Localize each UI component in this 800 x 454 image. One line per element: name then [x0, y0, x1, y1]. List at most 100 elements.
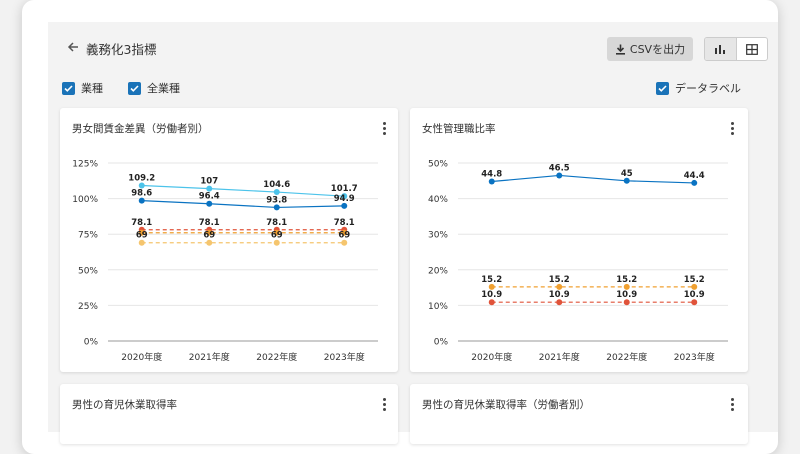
data-label: 46.5: [549, 163, 570, 173]
data-point: [273, 229, 280, 236]
data-label: 15.2: [616, 275, 637, 285]
y-tick-label: 75%: [78, 231, 98, 241]
data-point: [206, 229, 213, 236]
data-point: [206, 239, 213, 246]
series-line: [491, 174, 695, 184]
data-point: [138, 239, 145, 246]
data-label: 69: [338, 231, 350, 241]
y-tick-label: 25%: [78, 302, 98, 312]
y-tick-label: 40%: [428, 195, 448, 205]
checkbox-checked-icon: [656, 81, 669, 95]
more-vert-icon[interactable]: [726, 395, 738, 413]
childcare-leave-by-worker-card-title: 男性の育児休業取得率（労働者別）: [422, 399, 590, 411]
data-label: 69: [271, 231, 283, 241]
data-label: 45: [621, 169, 633, 179]
childcare-leave-card-title: 男性の育児休業取得率: [72, 399, 177, 411]
data-point: [556, 299, 563, 306]
data-label: 44.8: [481, 170, 502, 180]
data-label: 94.9: [334, 194, 355, 204]
female-manager-card: 女性管理職比率 0% 10% 20% 30% 40% 50% 2020年度 2021年度 202…: [410, 108, 748, 372]
data-label: 44.4: [684, 171, 705, 181]
data-point: [273, 189, 280, 196]
data-point: [341, 193, 348, 200]
female-manager-chart: 0% 10% 20% 30% 40% 50% 2020年度 2021年度 2022年度 2023年…: [428, 160, 728, 363]
data-label: 101.7: [331, 184, 358, 194]
data-label: 15.2: [481, 275, 502, 285]
data-point: [623, 299, 630, 306]
data-point: [138, 229, 145, 236]
y-tick-label: 20%: [428, 266, 448, 276]
wage-gap-card: 男女間賃金差異（労働者別） 0% 25% 50% 75% 100% 125% 2020年度 2…: [60, 108, 398, 372]
data-label-checkbox-label: データラベル: [675, 82, 741, 95]
data-label: 109.2: [128, 173, 155, 183]
y-tick-label: 50%: [78, 266, 98, 276]
data-label: 10.9: [684, 290, 705, 300]
data-label: 93.8: [266, 195, 287, 205]
more-vert-icon[interactable]: [378, 395, 390, 413]
childcare-leave-card: 男性の育児休業取得率: [60, 384, 398, 444]
table-grid-icon: [745, 43, 758, 55]
series-line: [141, 184, 345, 197]
industry-checkbox-label: 業種: [81, 82, 103, 95]
x-tick-label: 2023年度: [674, 351, 715, 363]
more-vert-icon[interactable]: [726, 119, 738, 137]
x-tick-label: 2022年度: [256, 351, 297, 363]
data-point: [488, 178, 495, 185]
data-label: 78.1: [199, 218, 220, 228]
data-point: [623, 177, 630, 184]
female-manager-card-title: 女性管理職比率: [422, 123, 496, 135]
chart-view-button[interactable]: [705, 38, 736, 60]
data-point: [341, 239, 348, 246]
data-point: [138, 197, 145, 204]
csv-export-label: CSVを出力: [629, 43, 686, 56]
data-point: [691, 283, 698, 290]
series-line: [141, 199, 345, 209]
data-label: 15.2: [684, 275, 705, 285]
data-point: [556, 283, 563, 290]
data-label: 107: [200, 177, 218, 187]
x-tick-label: 2020年度: [121, 351, 162, 363]
data-point: [138, 182, 145, 189]
y-tick-label: 30%: [428, 231, 448, 241]
data-point: [206, 200, 213, 207]
data-point: [273, 239, 280, 246]
wage-gap-chart: 0% 25% 50% 75% 100% 125% 2020年度 2021年度 2022年度 202…: [72, 160, 378, 363]
data-label: 69: [136, 231, 148, 241]
y-tick-label: 50%: [428, 160, 448, 170]
bar-chart-icon: [715, 44, 726, 54]
app-window: 義務化3指標 CSVを出力: [22, 0, 778, 454]
data-point: [488, 299, 495, 306]
data-point: [556, 172, 563, 179]
x-tick-label: 2021年度: [539, 351, 580, 363]
y-tick-label: 125%: [72, 160, 98, 170]
x-tick-label: 2020年度: [471, 351, 512, 363]
checkbox-checked-icon: [62, 81, 75, 95]
csv-export-button[interactable]: CSVを出力: [607, 37, 693, 61]
data-label: 78.1: [334, 218, 355, 228]
data-point: [273, 204, 280, 211]
y-tick-label: 0%: [84, 338, 99, 348]
wage-gap-card-title: 男女間賃金差異（労働者別）: [72, 123, 209, 135]
data-point: [691, 179, 698, 186]
x-tick-label: 2022年度: [606, 351, 647, 363]
y-tick-label: 10%: [428, 302, 448, 312]
back-arrow-icon[interactable]: [66, 40, 80, 54]
y-tick-label: 100%: [72, 195, 98, 205]
data-label-checkbox[interactable]: データラベル: [656, 80, 741, 96]
industry-checkbox[interactable]: 業種: [62, 80, 103, 96]
data-point: [341, 202, 348, 209]
x-tick-label: 2021年度: [189, 351, 230, 363]
data-label: 78.1: [266, 218, 287, 228]
more-vert-icon[interactable]: [378, 119, 390, 137]
data-label: 78.1: [131, 218, 152, 228]
data-label: 10.9: [481, 290, 502, 300]
data-label: 15.2: [549, 275, 570, 285]
all-industries-checkbox[interactable]: 全業種: [128, 80, 180, 96]
data-label: 69: [203, 231, 215, 241]
data-label: 104.6: [263, 180, 290, 190]
data-point: [341, 229, 348, 236]
view-toggle: [704, 37, 768, 61]
data-point: [623, 283, 630, 290]
table-view-button[interactable]: [737, 38, 768, 60]
dashboard: 義務化3指標 CSVを出力: [48, 22, 778, 444]
